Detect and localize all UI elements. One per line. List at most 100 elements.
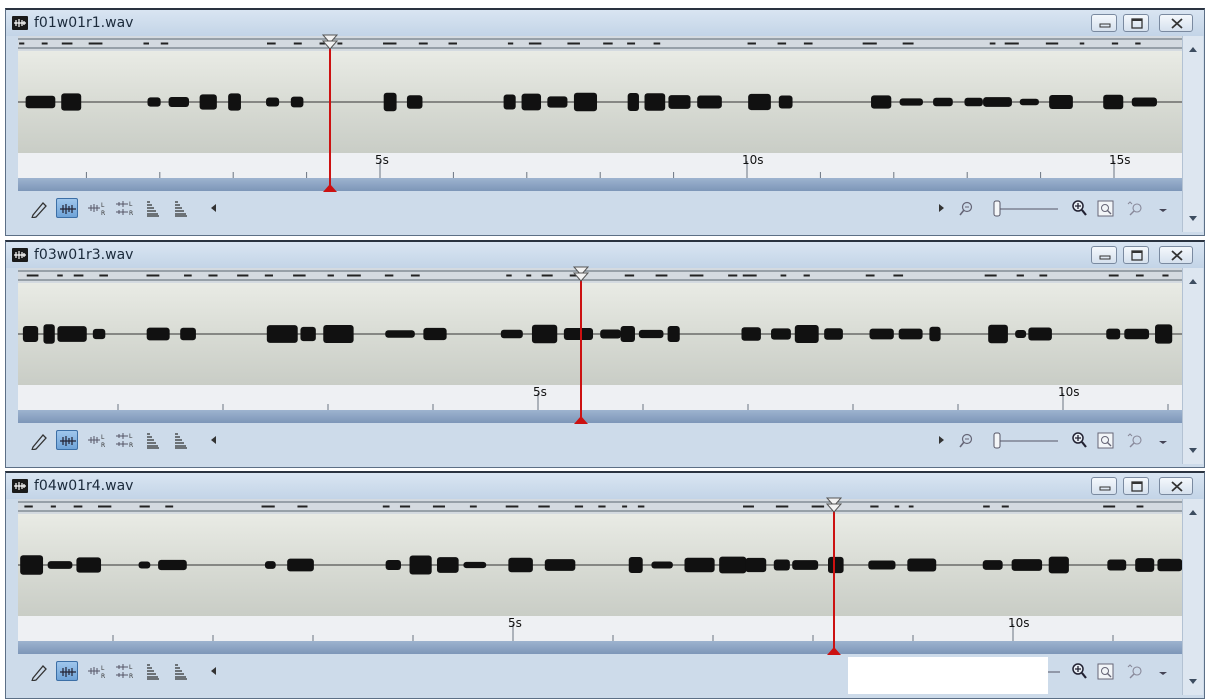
playback-cursor[interactable]	[833, 511, 835, 655]
waveform-view[interactable]: 5s 10s 15s	[18, 34, 1182, 206]
overview-strip[interactable]	[18, 36, 1182, 52]
maximize-button[interactable]	[1123, 14, 1149, 32]
maximize-icon	[1131, 18, 1143, 29]
speech-segment	[1107, 559, 1127, 571]
toolbar-dropdown-icon[interactable]	[1152, 430, 1174, 450]
minimize-button[interactable]	[1091, 14, 1117, 32]
scroll-left-icon[interactable]	[202, 198, 224, 218]
scroll-down-icon	[1189, 448, 1197, 453]
zoom-out-icon[interactable]	[956, 430, 978, 450]
speech-segment	[146, 327, 170, 341]
waveform-app-icon	[12, 479, 28, 493]
speech-segment	[627, 92, 639, 112]
speech-segment	[76, 557, 102, 573]
maximize-button[interactable]	[1123, 246, 1149, 264]
close-button[interactable]	[1159, 14, 1193, 32]
waveform-mono-icon[interactable]	[56, 661, 78, 681]
zoom-slider[interactable]	[990, 198, 1060, 218]
zoom-in-icon[interactable]	[1068, 661, 1090, 681]
spectrum-left-icon[interactable]	[142, 661, 164, 681]
speech-segment	[828, 556, 844, 574]
maximize-icon	[1131, 481, 1143, 492]
pencil-icon[interactable]	[28, 198, 50, 218]
speech-segment	[290, 96, 304, 108]
zoom-in-icon[interactable]	[1068, 430, 1090, 450]
toolbar-dropdown-icon[interactable]	[1152, 198, 1174, 218]
title-bar[interactable]: f04w01r4.wav	[6, 473, 1204, 499]
speech-segment	[266, 325, 298, 343]
svg-text:L: L	[129, 664, 133, 671]
waveform-mono-icon[interactable]	[56, 198, 78, 218]
scroll-right-icon[interactable]	[930, 430, 952, 450]
ruler-scrollbar[interactable]	[18, 178, 1182, 191]
overview-strip[interactable]	[18, 499, 1182, 515]
zoom-fit-icon[interactable]	[1095, 430, 1117, 450]
speech-segment	[228, 93, 241, 111]
waveform-display[interactable]	[18, 283, 1182, 386]
title-bar[interactable]: f01w01r1.wav	[6, 10, 1204, 36]
vertical-scrollbar[interactable]	[1182, 499, 1203, 695]
zoom-selection-icon[interactable]	[1124, 661, 1146, 681]
time-ruler[interactable]: 5s 10s	[18, 616, 1182, 641]
speech-segment	[22, 326, 39, 342]
minimize-button[interactable]	[1091, 246, 1117, 264]
cursor-handle-icon[interactable]	[573, 266, 589, 282]
scroll-right-icon[interactable]	[930, 198, 952, 218]
ruler-scrollbar[interactable]	[18, 641, 1182, 654]
svg-text:L: L	[101, 434, 105, 441]
scroll-left-icon[interactable]	[202, 430, 224, 450]
minimize-button[interactable]	[1091, 477, 1117, 495]
maximize-button[interactable]	[1123, 477, 1149, 495]
zoom-slider[interactable]	[990, 430, 1060, 450]
spectrum-left-icon[interactable]	[142, 198, 164, 218]
toolbar-dropdown-icon[interactable]	[1152, 661, 1174, 681]
waveform-view[interactable]: 5s 10s	[18, 266, 1182, 438]
waveform-mono-icon[interactable]	[56, 430, 78, 450]
zoom-selection-icon[interactable]	[1124, 430, 1146, 450]
spectrum-right-icon[interactable]	[170, 198, 192, 218]
time-ruler[interactable]: 5s 10s 15s	[18, 153, 1182, 178]
waveform-display[interactable]	[18, 514, 1206, 617]
vertical-scrollbar[interactable]	[1182, 36, 1203, 232]
svg-text:R: R	[129, 673, 133, 680]
title-bar[interactable]: f03w01r3.wav	[6, 242, 1204, 268]
zoom-fit-icon[interactable]	[1095, 661, 1117, 681]
close-button[interactable]	[1159, 477, 1193, 495]
spectrum-right-icon[interactable]	[170, 430, 192, 450]
cursor-handle-icon[interactable]	[826, 497, 842, 513]
pencil-icon[interactable]	[28, 661, 50, 681]
waveform-graphic	[18, 324, 1182, 344]
speech-segment	[644, 93, 666, 111]
time-ruler[interactable]: 5s 10s	[18, 385, 1182, 410]
spectrum-right-icon[interactable]	[170, 661, 192, 681]
speech-segment	[43, 324, 55, 344]
spectrum-left-icon[interactable]	[142, 430, 164, 450]
window-title: f01w01r1.wav	[34, 15, 134, 31]
speech-segment	[500, 329, 523, 339]
zoom-out-icon[interactable]	[956, 198, 978, 218]
vertical-scrollbar[interactable]	[1182, 268, 1203, 464]
zoom-in-icon[interactable]	[1068, 198, 1090, 218]
speech-segment	[871, 95, 892, 109]
playback-cursor[interactable]	[328, 48, 331, 192]
overview-strip[interactable]	[18, 268, 1182, 284]
waveform-view[interactable]: 5s 10s	[18, 497, 1206, 669]
zoom-selection-icon[interactable]	[1124, 198, 1146, 218]
waveform-display[interactable]	[18, 51, 1182, 154]
speech-segment	[748, 93, 771, 111]
playback-cursor[interactable]	[580, 280, 582, 424]
cursor-handle-icon[interactable]	[321, 34, 338, 50]
zoom-fit-icon[interactable]	[1095, 198, 1117, 218]
speech-segment	[1011, 559, 1043, 571]
speech-segment	[385, 559, 401, 571]
scroll-left-icon[interactable]	[202, 661, 224, 681]
ruler-scrollbar[interactable]	[18, 410, 1182, 423]
close-button[interactable]	[1159, 246, 1193, 264]
pencil-icon[interactable]	[28, 430, 50, 450]
